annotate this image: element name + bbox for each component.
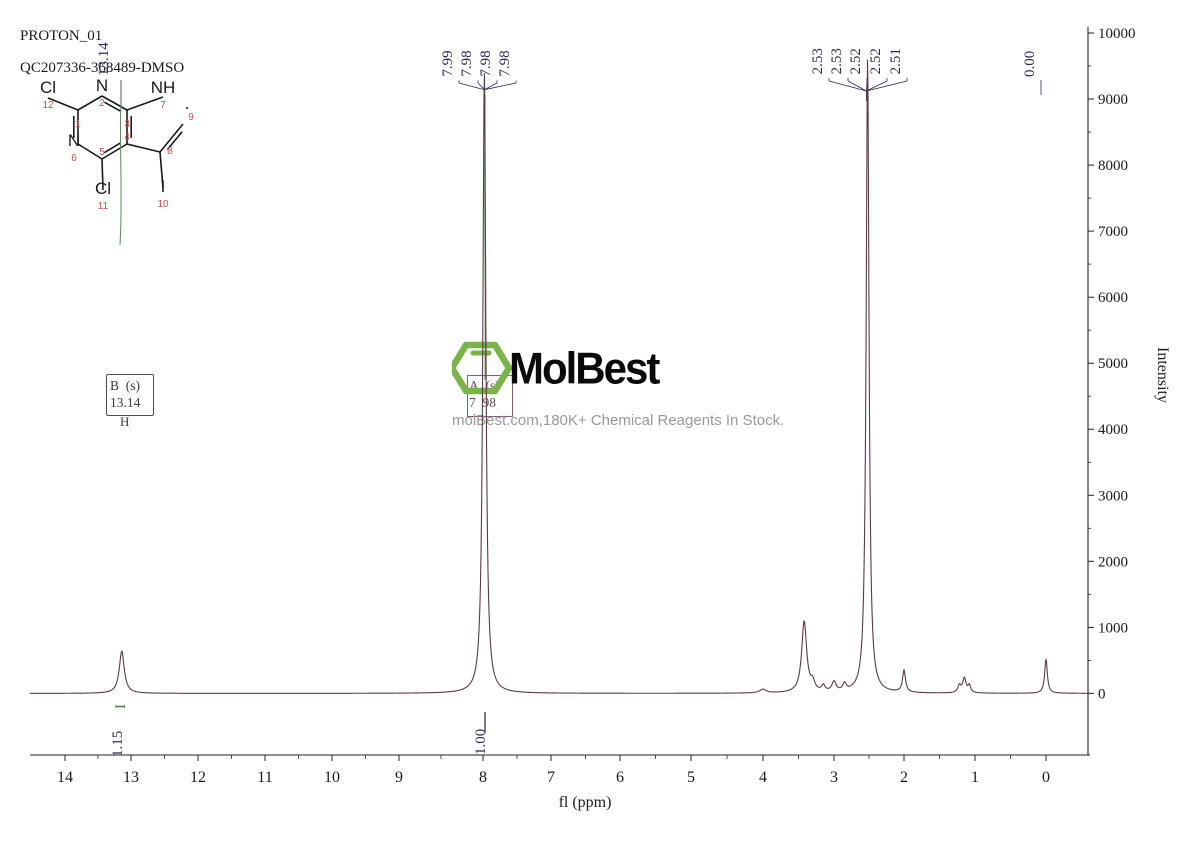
svg-text:2.53: 2.53 — [829, 48, 845, 74]
svg-text:9: 9 — [395, 769, 403, 786]
svg-text:6000: 6000 — [1098, 290, 1128, 306]
svg-text:5000: 5000 — [1098, 356, 1128, 372]
svg-text:11: 11 — [257, 769, 272, 786]
svg-text:2.52: 2.52 — [848, 48, 864, 74]
svg-text:13: 13 — [123, 769, 139, 786]
svg-text:8: 8 — [479, 769, 487, 786]
svg-text:Intensity: Intensity — [1154, 347, 1171, 403]
svg-text:10000: 10000 — [1098, 26, 1136, 42]
svg-text:4: 4 — [759, 769, 767, 786]
svg-text:8000: 8000 — [1098, 158, 1128, 174]
svg-text:fl (ppm): fl (ppm) — [559, 794, 612, 811]
svg-text:2: 2 — [900, 769, 908, 786]
svg-text:7000: 7000 — [1098, 224, 1128, 240]
svg-text:2000: 2000 — [1098, 554, 1128, 570]
svg-text:I: I — [113, 704, 129, 709]
svg-text:2.52: 2.52 — [868, 48, 884, 74]
svg-text:2.53: 2.53 — [810, 48, 826, 74]
svg-text:5: 5 — [687, 769, 695, 786]
svg-text:7.98: 7.98 — [459, 50, 475, 76]
svg-text:3000: 3000 — [1098, 488, 1128, 504]
svg-text:2.51: 2.51 — [888, 48, 904, 74]
svg-text:1.15: 1.15 — [110, 731, 126, 757]
svg-text:4000: 4000 — [1098, 422, 1128, 438]
svg-text:0.00: 0.00 — [1022, 51, 1038, 77]
svg-text:7.98: 7.98 — [478, 50, 494, 76]
svg-text:7.98: 7.98 — [497, 50, 513, 76]
svg-text:0: 0 — [1098, 686, 1106, 702]
svg-text:10: 10 — [324, 769, 340, 786]
svg-text:1000: 1000 — [1098, 620, 1128, 636]
svg-text:1.00: 1.00 — [473, 729, 489, 755]
svg-text:7.99: 7.99 — [440, 50, 456, 76]
svg-text:13.14: 13.14 — [96, 42, 112, 76]
svg-text:6: 6 — [616, 769, 624, 786]
svg-text:0: 0 — [1042, 769, 1050, 786]
svg-text:3: 3 — [830, 769, 838, 786]
svg-text:12: 12 — [190, 769, 206, 786]
svg-text:1: 1 — [971, 769, 979, 786]
svg-text:7: 7 — [547, 769, 555, 786]
svg-text:9000: 9000 — [1098, 92, 1128, 108]
svg-text:14: 14 — [57, 769, 73, 786]
